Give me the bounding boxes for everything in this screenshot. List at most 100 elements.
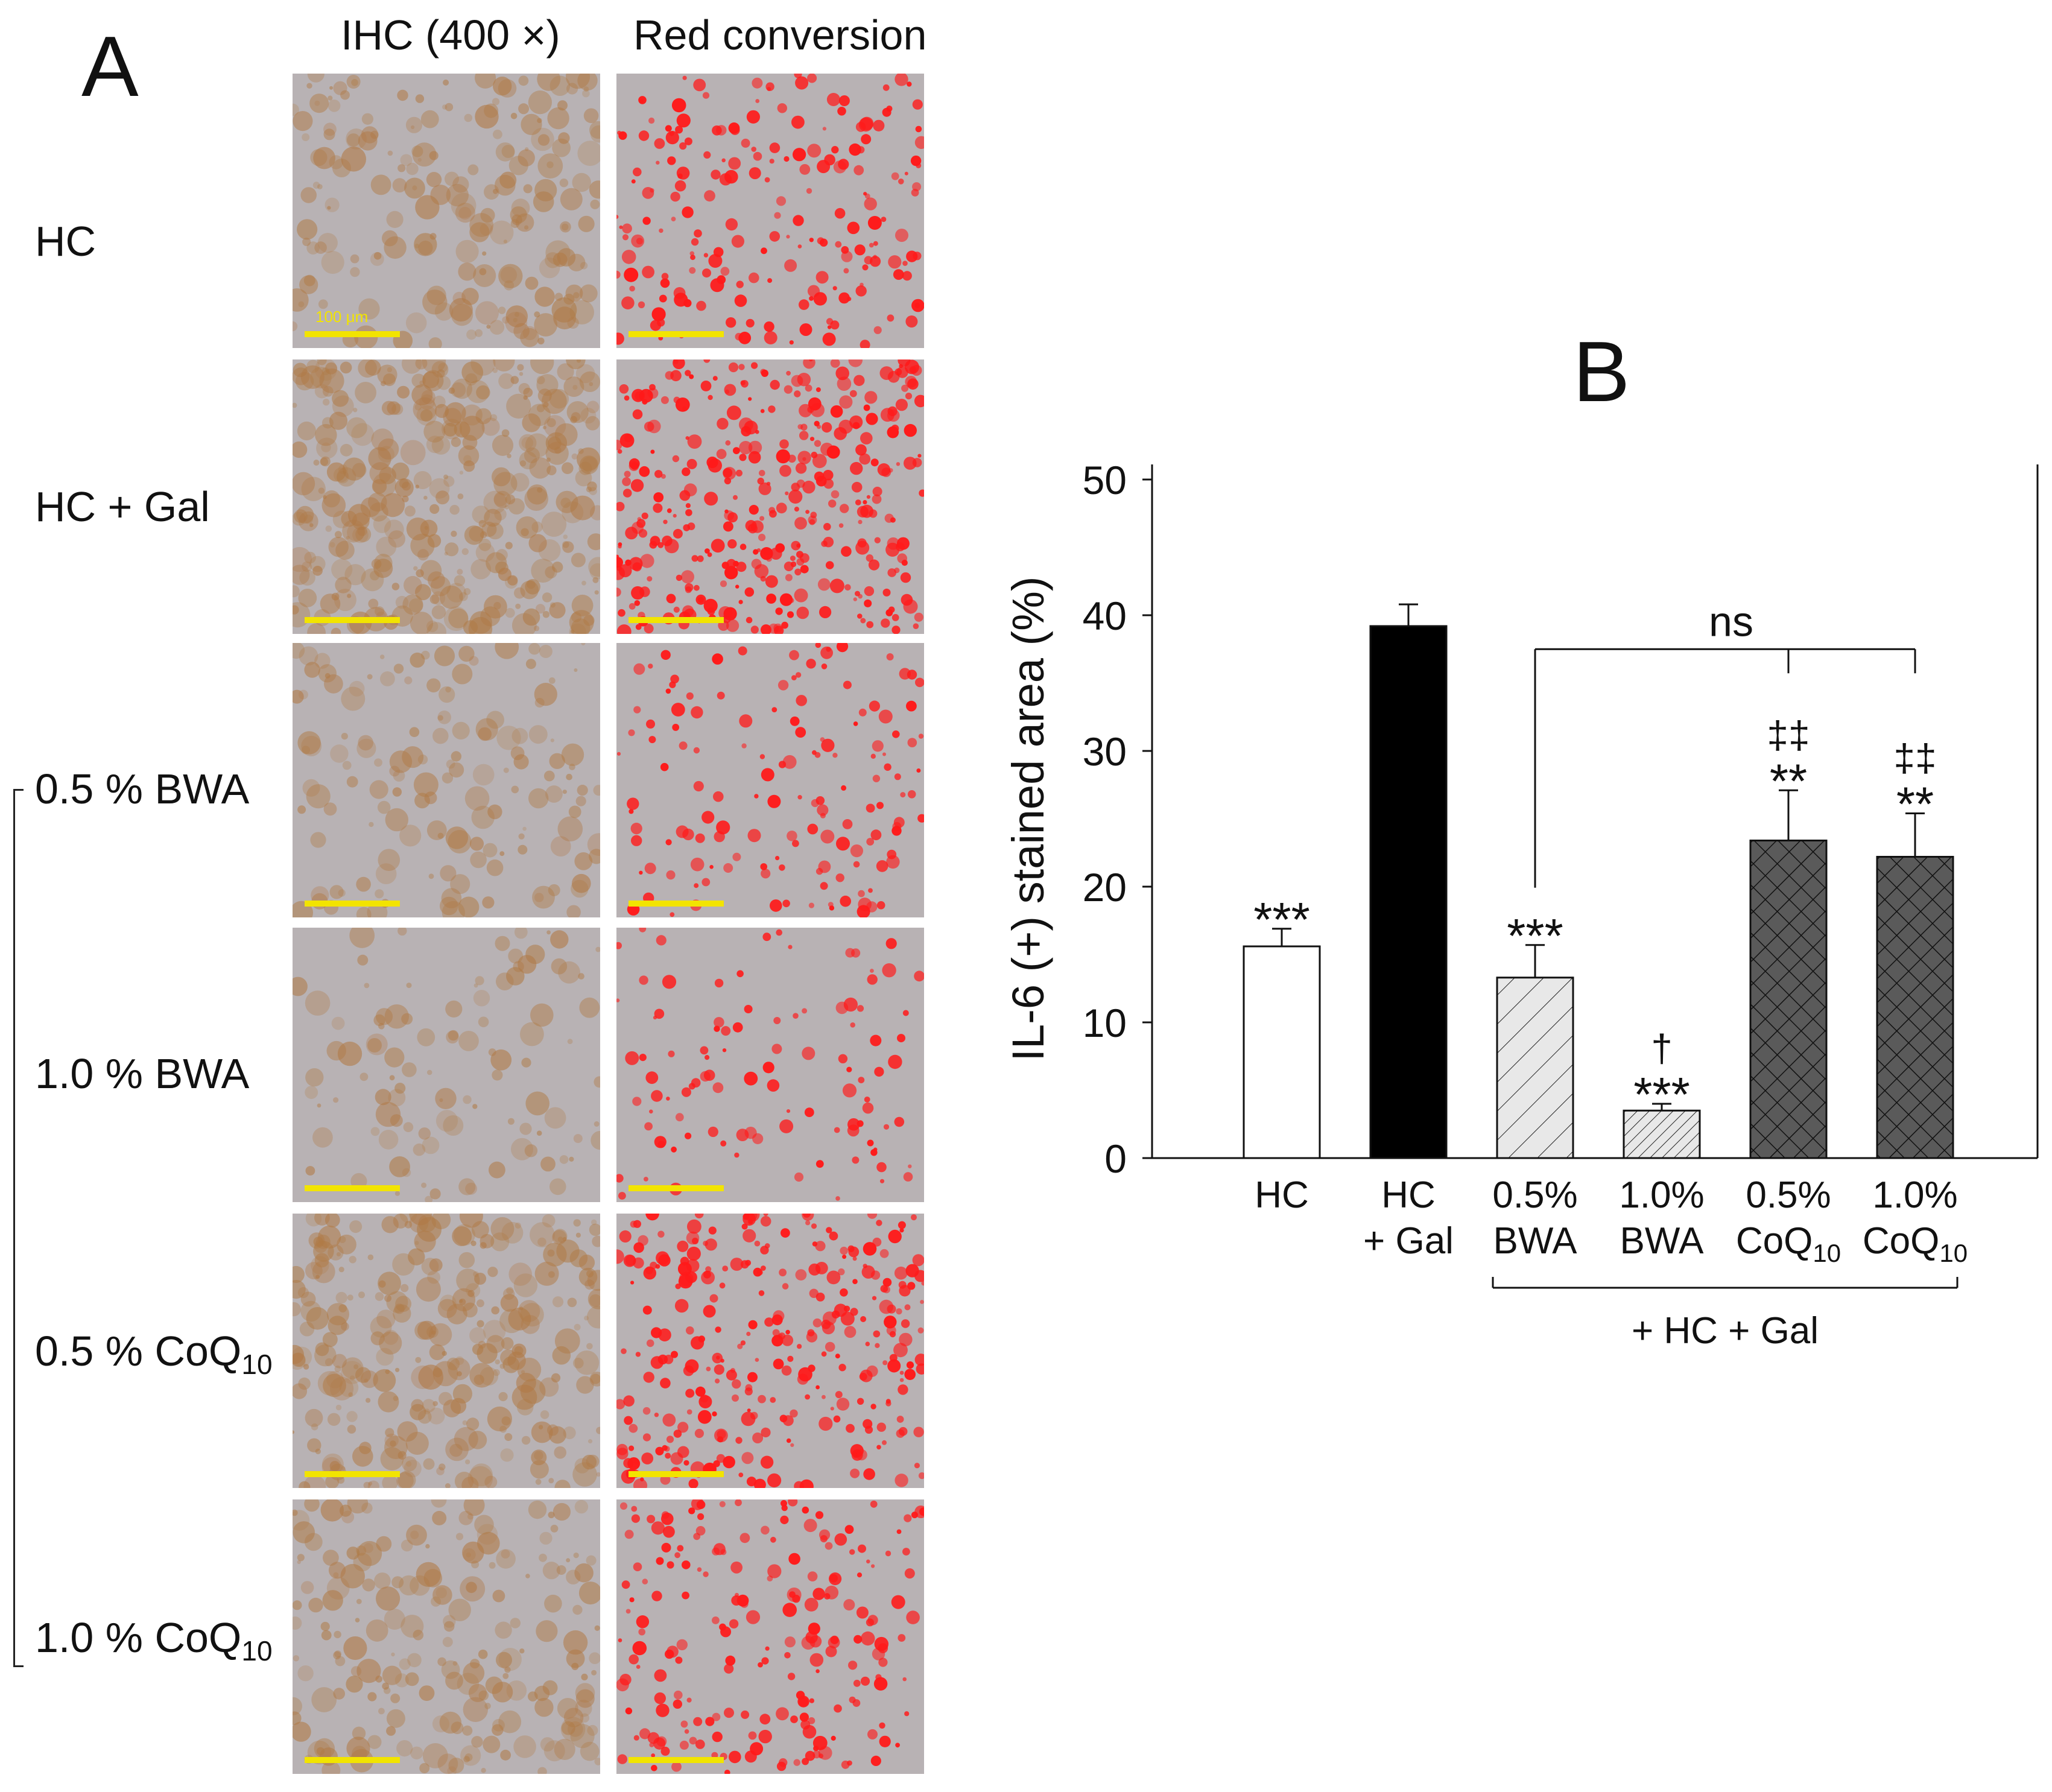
stain-spot [510,746,525,761]
stain-spot [469,526,485,542]
stain-spot [477,1524,498,1545]
stain-spot [528,534,547,552]
stain-spot [449,1443,463,1457]
stain-spot [857,1005,864,1012]
stain-spot [847,297,852,302]
stain-spot [423,495,428,500]
stain-spot [817,237,825,245]
stain-spot [375,889,384,899]
stain-spot [539,257,560,279]
stain-spot [327,1413,341,1426]
stain-spot [297,1665,314,1682]
stain-spot [470,1240,477,1246]
stain-spot [583,615,595,626]
stain-spot [559,179,569,188]
stain-spot [349,928,375,948]
stain-spot [498,373,515,389]
stain-spot [727,512,738,523]
stain-spot [498,568,511,581]
stain-spot [442,1350,447,1357]
stain-spot [829,1572,842,1586]
stain-spot [656,1703,670,1717]
stain-spot [510,206,527,224]
stain-spot [633,1458,639,1464]
stain-spot [636,1615,650,1629]
stain-spot [293,1265,305,1284]
stain-spot [782,899,790,908]
stain-spot [638,1628,645,1636]
stain-spot [575,364,595,384]
stain-spot [411,145,423,157]
stain-spot [870,1270,881,1280]
stain-spot [800,565,809,574]
stain-spot [703,151,711,159]
stain-spot [404,1221,413,1229]
stain-spot [323,399,330,406]
stain-spot [657,1230,665,1238]
stain-spot [639,1728,651,1740]
stain-spot [915,677,924,688]
stain-spot [649,1742,654,1747]
stain-spot [847,221,860,235]
stain-spot [872,1296,877,1300]
stain-spot [720,1140,727,1147]
stain-spot [829,578,844,594]
stain-spot [521,528,529,536]
stain-spot [337,1041,363,1066]
stain-spot [545,785,563,803]
stain-spot [711,1752,718,1759]
stain-spot [895,229,908,242]
stain-spot [787,611,794,618]
bar-1 [1369,625,1448,1159]
stain-spot [573,1553,579,1559]
stain-spot [914,1270,924,1282]
stain-spot [855,499,861,505]
stain-spot [471,1736,483,1748]
stain-spot [478,520,486,528]
stain-spot [548,1426,566,1444]
stain-spot [759,470,765,476]
stain-spot [518,844,528,855]
stain-spot [390,1114,403,1127]
stain-spot [711,539,725,553]
stain-spot [314,241,327,254]
stain-spot [346,1737,370,1761]
stain-spot [840,1246,848,1255]
significance-mark-3: *** [1633,1068,1689,1121]
stain-spot [776,1761,787,1771]
stain-spot [466,1417,480,1431]
stain-spot [443,474,449,480]
stain-spot [477,1320,484,1328]
stain-spot [901,1319,910,1328]
stain-spot [536,404,545,413]
stain-spot [776,1707,789,1721]
stain-spot [293,1353,306,1370]
stain-spot [705,548,710,554]
stain-spot [855,590,860,597]
stain-spot [795,672,802,678]
stain-spot [857,505,869,518]
stain-spot [414,404,422,411]
stain-spot [389,1156,410,1177]
stain-spot [802,457,806,461]
stain-spot [902,261,908,266]
stain-spot [697,555,704,562]
stain-spot [744,1071,758,1086]
stain-spot [725,1655,736,1666]
stain-spot [519,1648,525,1654]
stain-spot [404,1460,422,1478]
stain-spot [860,432,873,445]
stain-spot [712,1712,721,1721]
column-header-ihc: IHC (400 ×) [341,11,560,59]
stain-spot [488,1048,496,1056]
stain-spot [693,780,704,792]
stain-spot [476,385,490,400]
stain-spot [821,738,835,752]
stain-spot [335,1656,346,1667]
stain-spot [835,366,849,381]
stain-spot [850,844,863,858]
stain-spot [643,1372,654,1383]
stain-spot [319,368,344,394]
stain-spot [776,929,782,936]
stain-spot [413,566,418,571]
